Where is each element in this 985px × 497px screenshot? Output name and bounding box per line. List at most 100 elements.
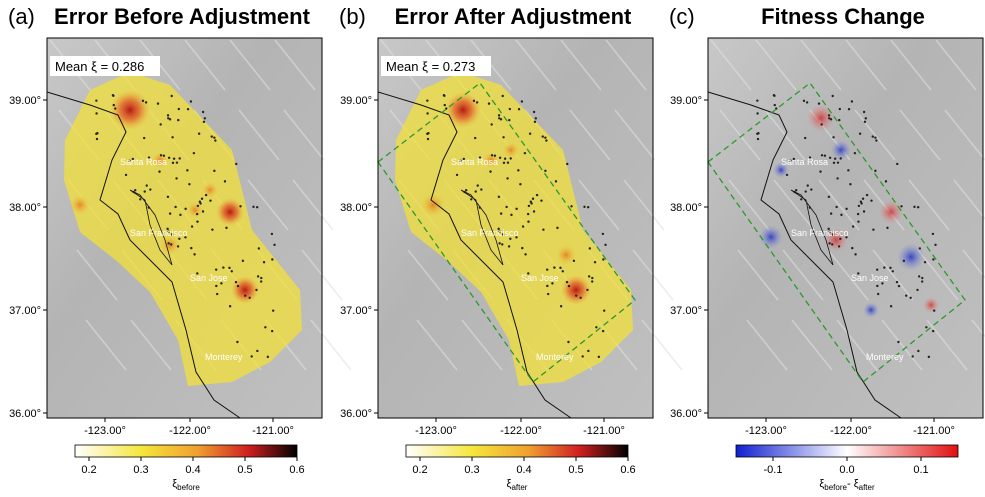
lat-tick-label: 39.00°: [340, 95, 372, 107]
station: [845, 208, 847, 210]
city-label: San Jose: [521, 273, 559, 283]
station: [588, 275, 590, 277]
station: [532, 198, 534, 200]
station: [510, 157, 512, 159]
station: [209, 199, 211, 201]
station: [544, 136, 546, 138]
label-subscript: before: [177, 483, 200, 492]
station: [252, 206, 254, 208]
station: [528, 205, 530, 207]
station: [835, 206, 837, 208]
station: [933, 309, 935, 311]
station: [196, 213, 198, 215]
station: [932, 233, 934, 235]
station: [510, 214, 512, 216]
colorbar-tick-label: 0.5: [237, 464, 252, 476]
station: [231, 270, 233, 272]
panel-title: Error After Adjustment: [395, 4, 632, 29]
station: [201, 198, 203, 200]
station: [236, 341, 238, 343]
station: [604, 244, 606, 246]
station: [832, 95, 834, 97]
station: [498, 114, 500, 116]
station: [174, 206, 176, 208]
station: [215, 268, 217, 270]
station: [139, 198, 141, 200]
fitness-blob: [923, 297, 939, 313]
station: [509, 108, 511, 110]
station: [570, 205, 572, 207]
city-label: San Francisco: [791, 228, 849, 238]
station: [470, 198, 472, 200]
colorbar-tick-label: 0.1: [913, 464, 928, 476]
station: [527, 220, 529, 222]
station: [158, 170, 160, 172]
station: [540, 199, 542, 201]
error-hotspot: [110, 90, 150, 130]
station: [828, 117, 830, 119]
station: [534, 121, 536, 123]
station: [917, 350, 919, 352]
fitness-blob: [897, 243, 925, 271]
station: [831, 243, 833, 245]
station: [134, 189, 136, 191]
error-hotspot: [160, 235, 180, 255]
station: [498, 117, 500, 119]
station: [167, 242, 169, 244]
station: [132, 191, 134, 193]
colorbar-tick-label: 0.5: [568, 464, 583, 476]
station: [504, 158, 506, 160]
error-hotspot: [202, 182, 218, 198]
station: [204, 117, 206, 119]
station: [503, 162, 505, 164]
station: [898, 285, 900, 287]
lon-tick-label: -121.00°: [252, 425, 294, 437]
station: [193, 152, 195, 154]
station: [913, 206, 915, 208]
station: [427, 138, 429, 140]
station: [756, 133, 758, 135]
label-symbol: - ξ: [847, 478, 859, 490]
station: [95, 112, 97, 114]
station: [508, 119, 510, 121]
station: [756, 112, 758, 114]
station: [263, 261, 265, 263]
error-hotspot: [70, 195, 90, 215]
station: [167, 196, 169, 198]
error-hotspot: [556, 245, 576, 265]
station: [502, 95, 504, 97]
fitness-blob: [759, 225, 783, 249]
fitness-blob: [863, 302, 879, 318]
city-label: Monterey: [866, 352, 904, 362]
station: [568, 285, 570, 287]
station: [919, 247, 921, 249]
station: [444, 104, 446, 106]
station: [586, 289, 588, 291]
lon-tick-label: -123.00°: [415, 425, 457, 437]
station: [177, 119, 179, 121]
station: [500, 212, 502, 214]
station: [508, 245, 510, 247]
station: [533, 111, 535, 113]
colorbar-tick-label: 0.0: [839, 464, 854, 476]
error-hotspot: [503, 142, 519, 158]
colorbar: [736, 445, 958, 457]
error-hotspot: [216, 198, 244, 226]
station: [172, 162, 174, 164]
station: [872, 228, 874, 230]
station: [542, 228, 544, 230]
station: [852, 225, 854, 227]
station: [216, 293, 218, 295]
station: [188, 183, 190, 185]
station: [196, 220, 198, 222]
lon-tick-label: -122.00°: [169, 425, 211, 437]
station: [544, 170, 546, 172]
lon-tick-label: -121.00°: [583, 425, 625, 437]
station: [112, 95, 114, 97]
station: [874, 170, 876, 172]
station: [810, 188, 812, 190]
station: [505, 206, 507, 208]
station: [756, 99, 758, 101]
colorbar: [406, 445, 628, 457]
station: [144, 190, 146, 192]
